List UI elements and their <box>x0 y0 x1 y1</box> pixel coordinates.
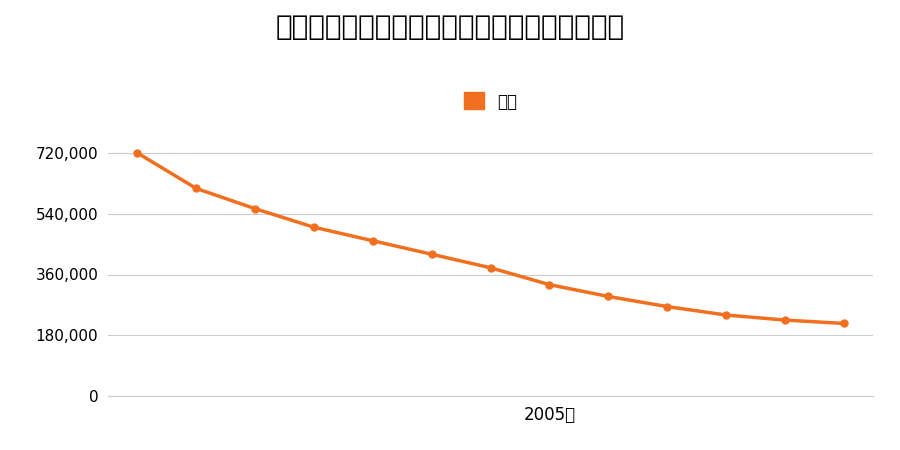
Text: 徳島県徳島市秋田町１丁目３５番外の地価推移: 徳島県徳島市秋田町１丁目３５番外の地価推移 <box>275 14 625 41</box>
Legend: 価格: 価格 <box>457 86 524 117</box>
